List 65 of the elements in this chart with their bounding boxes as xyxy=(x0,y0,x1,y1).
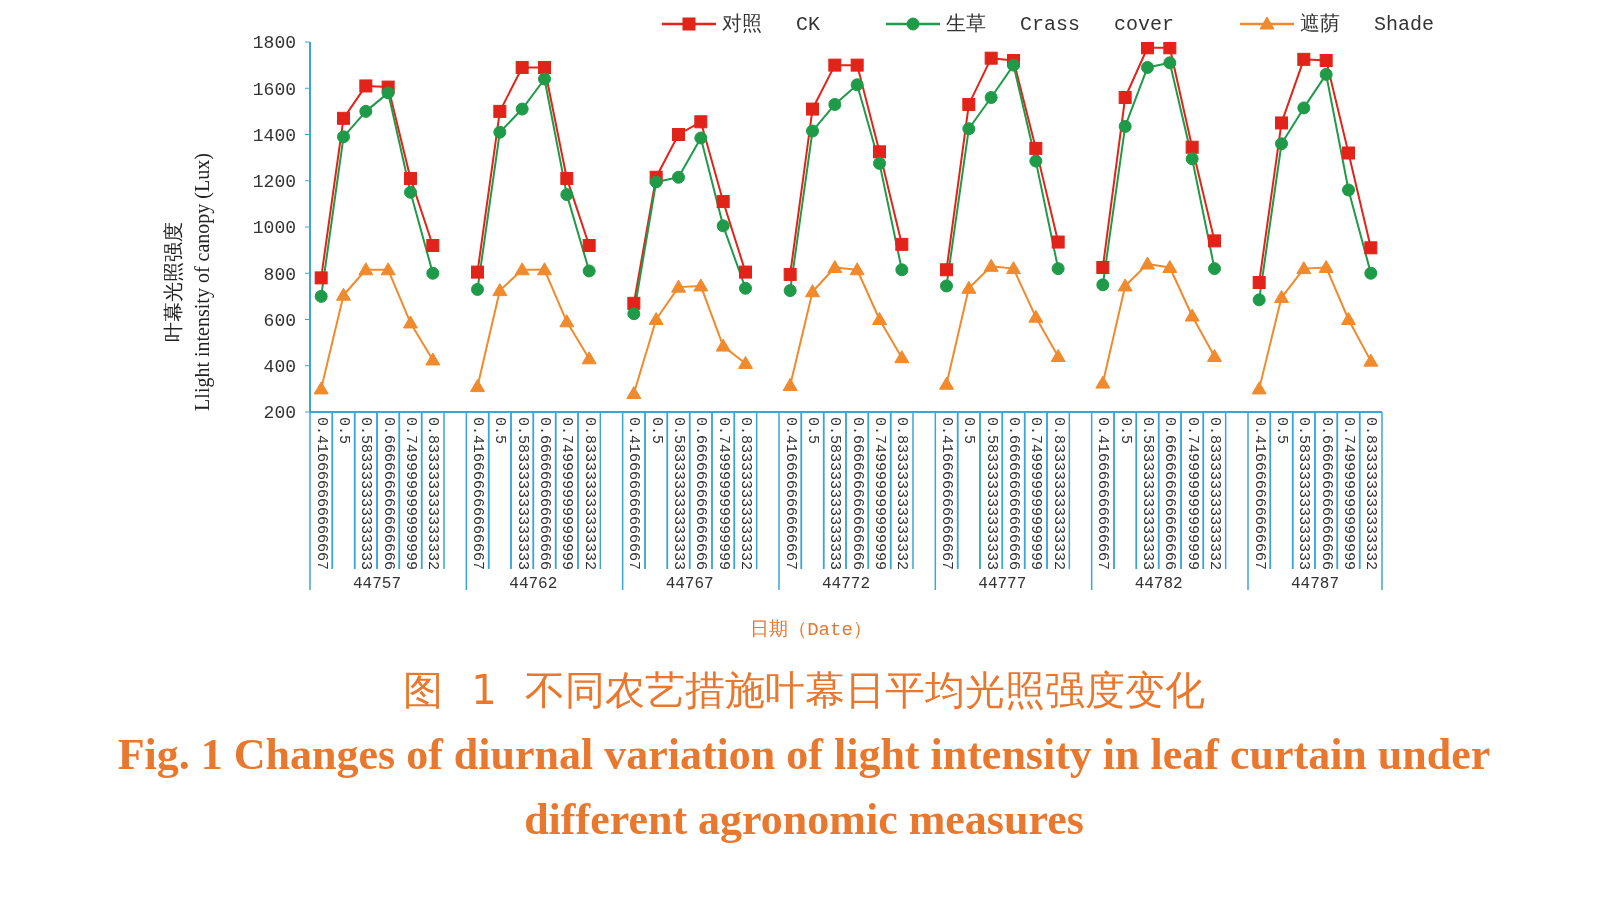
x-tick-label: 0.749999999999999 xyxy=(558,417,576,571)
text: 44777 xyxy=(978,575,1027,593)
x-tick-label: 0.5 xyxy=(1273,417,1290,445)
y-tick-label: 600 xyxy=(263,310,296,331)
x-tick-label: 0.583333333333333 xyxy=(982,417,1000,571)
x-tick-label: 0.666666666666666 xyxy=(1317,417,1335,571)
x-tick-label: 0.416666666666667 xyxy=(1094,417,1112,571)
text: 44782 xyxy=(1134,575,1183,593)
x-tick-label: 0.666666666666666 xyxy=(692,417,710,571)
x-tick-label: 0.5 xyxy=(491,417,509,445)
x-tick-label: 0.833333333333332 xyxy=(1206,417,1223,571)
text: 44767 xyxy=(665,575,714,593)
x-tick-label: 0.416666666666667 xyxy=(469,417,486,571)
x-tick-label: 0.666666666666666 xyxy=(1005,417,1022,571)
x-tick-label: 0.416666666666667 xyxy=(1250,417,1268,571)
text: 图 1 不同农艺措施叶幕日平均光照强度变化 xyxy=(401,666,1207,715)
y-tick-label: 1600 xyxy=(252,79,296,100)
x-tick-label: 0.583333333333333 xyxy=(826,417,844,571)
x-tick-label: 0.5 xyxy=(1116,417,1134,445)
x-tick-label: 0.749999999999999 xyxy=(402,417,419,571)
y-tick-label: 1200 xyxy=(252,172,296,193)
x-tick-label: 0.583333333333333 xyxy=(1139,417,1156,571)
x-tick-label: 0.833333333333332 xyxy=(1049,417,1067,571)
x-tick-label: 0.749999999999999 xyxy=(1027,417,1045,571)
x-tick-label: 0.749999999999999 xyxy=(871,417,888,571)
text: 44787 xyxy=(1290,575,1340,593)
x-tick-label: 0.666666666666666 xyxy=(1161,417,1179,571)
x-tick-label: 0.749999999999999 xyxy=(1183,417,1201,571)
x-tick-label: 0.666666666666666 xyxy=(536,417,553,571)
x-tick-label: 0.5 xyxy=(804,417,821,445)
x-tick-label: 0.749999999999999 xyxy=(1340,417,1357,571)
x-tick-label: 0.833333333333332 xyxy=(1362,417,1380,571)
x-tick-label: 0.833333333333332 xyxy=(424,417,442,571)
x-tick-label: 0.416666666666667 xyxy=(625,417,643,571)
x-tick-label: 0.749999999999999 xyxy=(714,417,732,571)
x-tick-label: 0.5 xyxy=(335,417,352,445)
x-tick-label: 0.833333333333332 xyxy=(893,417,911,571)
y-axis-title: 叶幕光照强度 Llight intensity of canopy (Lux) xyxy=(162,153,214,411)
y-tick-label: 1800 xyxy=(252,33,296,54)
x-tick-label: 0.666666666666666 xyxy=(848,417,866,571)
legend-label: 生草 Crass cover xyxy=(945,12,1174,37)
text: 44757 xyxy=(352,575,402,593)
x-tick-label: 0.833333333333332 xyxy=(737,417,754,571)
y-tick-label: 200 xyxy=(263,403,296,424)
text: 44772 xyxy=(821,575,871,593)
x-axis-title: 日期（Date） xyxy=(750,619,872,641)
x-tick-label: 0.583333333333333 xyxy=(670,417,687,571)
x-tick-label: 0.583333333333333 xyxy=(1295,417,1313,571)
x-tick-label: 0.5 xyxy=(647,417,665,445)
y-tick-label: 1400 xyxy=(252,125,296,146)
x-tick-label: 0.666666666666666 xyxy=(379,417,397,571)
legend-label: 遮荫 Shade xyxy=(1299,12,1434,37)
x-tick-label: 0.416666666666667 xyxy=(312,417,330,571)
legend-label: 对照 CK xyxy=(721,12,820,37)
x-tick-label: 0.5 xyxy=(960,417,978,445)
text: 44762 xyxy=(509,575,558,593)
x-tick-label: 0.416666666666667 xyxy=(938,417,955,571)
text: Fig. 1 Changes of diurnal variation of light intensity in leaf curtain under different agronomic measures xyxy=(116,729,1492,846)
x-tick-label: 0.833333333333332 xyxy=(580,417,598,571)
x-tick-label: 0.583333333333333 xyxy=(513,417,531,571)
x-tick-label: 0.416666666666667 xyxy=(781,417,799,571)
y-tick-label: 1000 xyxy=(252,218,296,239)
y-tick-label: 800 xyxy=(263,264,296,285)
x-tick-label: 0.583333333333333 xyxy=(357,417,375,571)
y-tick-label: 400 xyxy=(263,357,296,378)
